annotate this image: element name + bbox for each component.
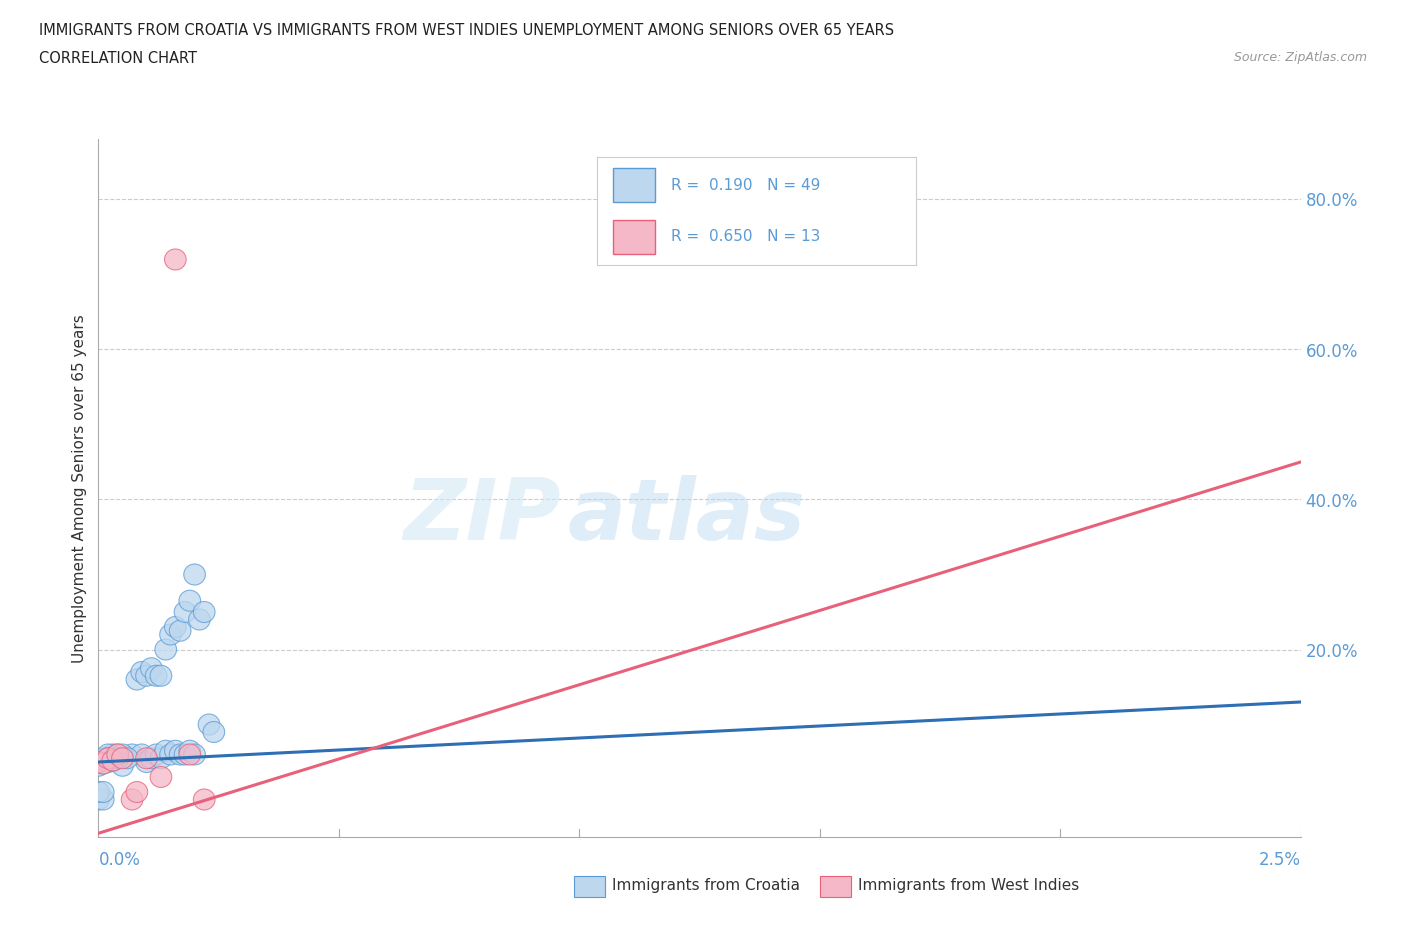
Ellipse shape xyxy=(97,748,120,769)
Ellipse shape xyxy=(179,591,201,611)
Text: 0.0%: 0.0% xyxy=(98,851,141,870)
Ellipse shape xyxy=(131,661,152,683)
Ellipse shape xyxy=(131,744,152,765)
Ellipse shape xyxy=(150,766,172,788)
Ellipse shape xyxy=(145,744,167,765)
Text: 2.5%: 2.5% xyxy=(1258,851,1301,870)
Ellipse shape xyxy=(160,744,181,765)
Ellipse shape xyxy=(165,617,186,637)
Ellipse shape xyxy=(121,789,143,810)
Ellipse shape xyxy=(93,781,114,803)
Ellipse shape xyxy=(93,753,114,774)
Y-axis label: Unemployment Among Seniors over 65 years: Unemployment Among Seniors over 65 years xyxy=(72,314,87,662)
Text: Source: ZipAtlas.com: Source: ZipAtlas.com xyxy=(1233,51,1367,64)
Ellipse shape xyxy=(136,748,157,769)
Ellipse shape xyxy=(136,665,157,686)
Ellipse shape xyxy=(179,740,201,762)
Ellipse shape xyxy=(155,639,177,660)
Ellipse shape xyxy=(97,748,120,769)
Ellipse shape xyxy=(103,748,124,769)
Ellipse shape xyxy=(97,744,120,765)
Ellipse shape xyxy=(202,722,225,742)
Ellipse shape xyxy=(111,748,134,769)
Ellipse shape xyxy=(179,744,201,765)
Ellipse shape xyxy=(87,751,110,773)
Ellipse shape xyxy=(194,789,215,810)
Ellipse shape xyxy=(107,744,128,765)
Ellipse shape xyxy=(165,740,186,762)
Ellipse shape xyxy=(93,789,114,810)
Ellipse shape xyxy=(188,609,211,630)
Ellipse shape xyxy=(97,751,120,773)
Ellipse shape xyxy=(141,748,162,769)
Text: Immigrants from West Indies: Immigrants from West Indies xyxy=(858,878,1078,893)
Ellipse shape xyxy=(121,744,143,765)
Ellipse shape xyxy=(169,620,191,642)
Text: CORRELATION CHART: CORRELATION CHART xyxy=(39,51,197,66)
Ellipse shape xyxy=(87,751,110,773)
Ellipse shape xyxy=(150,665,172,686)
Ellipse shape xyxy=(87,789,110,810)
Ellipse shape xyxy=(150,748,172,769)
Ellipse shape xyxy=(136,751,157,773)
Ellipse shape xyxy=(127,781,148,803)
Ellipse shape xyxy=(103,744,124,765)
Ellipse shape xyxy=(111,744,134,765)
Ellipse shape xyxy=(117,748,138,769)
Ellipse shape xyxy=(103,750,124,771)
Ellipse shape xyxy=(174,744,195,765)
Ellipse shape xyxy=(87,781,110,803)
Ellipse shape xyxy=(169,744,191,765)
Ellipse shape xyxy=(198,714,219,735)
Ellipse shape xyxy=(93,753,114,774)
Ellipse shape xyxy=(87,755,110,777)
Ellipse shape xyxy=(155,740,177,762)
Ellipse shape xyxy=(184,564,205,585)
Ellipse shape xyxy=(141,658,162,679)
Ellipse shape xyxy=(107,744,128,765)
Ellipse shape xyxy=(103,750,124,771)
Text: IMMIGRANTS FROM CROATIA VS IMMIGRANTS FROM WEST INDIES UNEMPLOYMENT AMONG SENIOR: IMMIGRANTS FROM CROATIA VS IMMIGRANTS FR… xyxy=(39,23,894,38)
Ellipse shape xyxy=(174,602,195,622)
Text: atlas: atlas xyxy=(567,474,806,558)
Ellipse shape xyxy=(93,748,114,769)
Text: Immigrants from Croatia: Immigrants from Croatia xyxy=(612,878,800,893)
Text: ZIP: ZIP xyxy=(404,474,561,558)
Ellipse shape xyxy=(145,665,167,686)
Ellipse shape xyxy=(160,624,181,645)
Ellipse shape xyxy=(127,669,148,690)
Ellipse shape xyxy=(111,755,134,777)
Ellipse shape xyxy=(184,744,205,765)
Ellipse shape xyxy=(194,602,215,622)
Ellipse shape xyxy=(107,748,128,769)
Ellipse shape xyxy=(165,249,186,270)
